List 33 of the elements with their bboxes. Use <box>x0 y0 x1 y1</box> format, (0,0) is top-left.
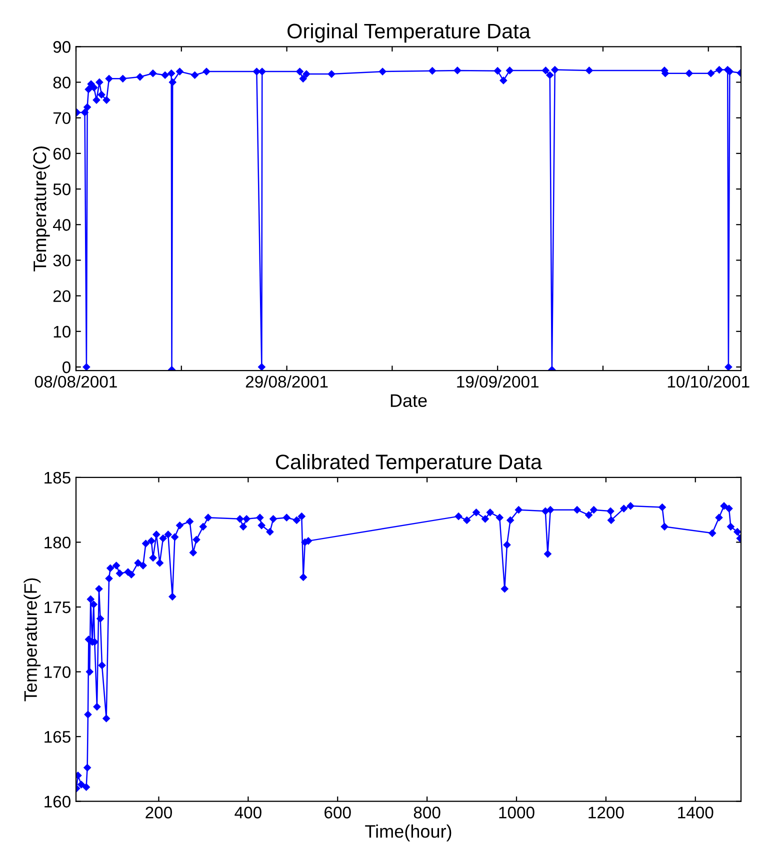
x-tick-label: 1400 <box>678 806 714 818</box>
y-tick-label: 80 <box>53 76 70 88</box>
y-tick-label: 30 <box>53 254 70 266</box>
y-tick-label: 60 <box>53 148 70 160</box>
x-tick-label: 1200 <box>588 806 624 818</box>
x-tick-label: 600 <box>324 806 351 818</box>
y-axis-title: Temperature(C) <box>32 146 50 272</box>
y-tick-label: 50 <box>53 183 70 196</box>
y-tick-label: 10 <box>54 326 70 338</box>
x-tick-label: 10/10/2001 <box>668 375 750 388</box>
y-tick-label: 170 <box>44 666 70 678</box>
y-tick-label: 70 <box>53 112 70 124</box>
y-tick-label: 185 <box>44 472 70 484</box>
y-axis-title: Temperature(F) <box>24 578 41 702</box>
y-tick-label: 160 <box>44 796 70 808</box>
x-tick-label: 1000 <box>499 806 534 818</box>
y-tick-label: 40 <box>52 219 70 231</box>
chart-title: Original Temperature Data <box>288 23 530 43</box>
y-tick-label: 180 <box>44 536 70 548</box>
x-tick-label: 800 <box>414 806 440 818</box>
x-tick-label: 08/08/2001 <box>34 375 117 388</box>
x-tick-label: 200 <box>146 806 172 818</box>
y-tick-label: 90 <box>53 41 70 53</box>
x-tick-label: 29/08/2001 <box>246 375 328 388</box>
y-tick-label: 175 <box>44 602 70 614</box>
x-axis-title: Date <box>390 394 427 407</box>
y-tick-label: 165 <box>44 730 70 743</box>
x-tick-label: 400 <box>234 806 262 818</box>
y-tick-label: 0 <box>62 361 70 374</box>
x-tick-label: 19/09/2001 <box>457 375 538 388</box>
y-tick-label: 20 <box>53 290 70 302</box>
chart-title: Calibrated Temperature Data <box>276 454 542 474</box>
x-axis-title: Time(hour) <box>365 824 452 842</box>
